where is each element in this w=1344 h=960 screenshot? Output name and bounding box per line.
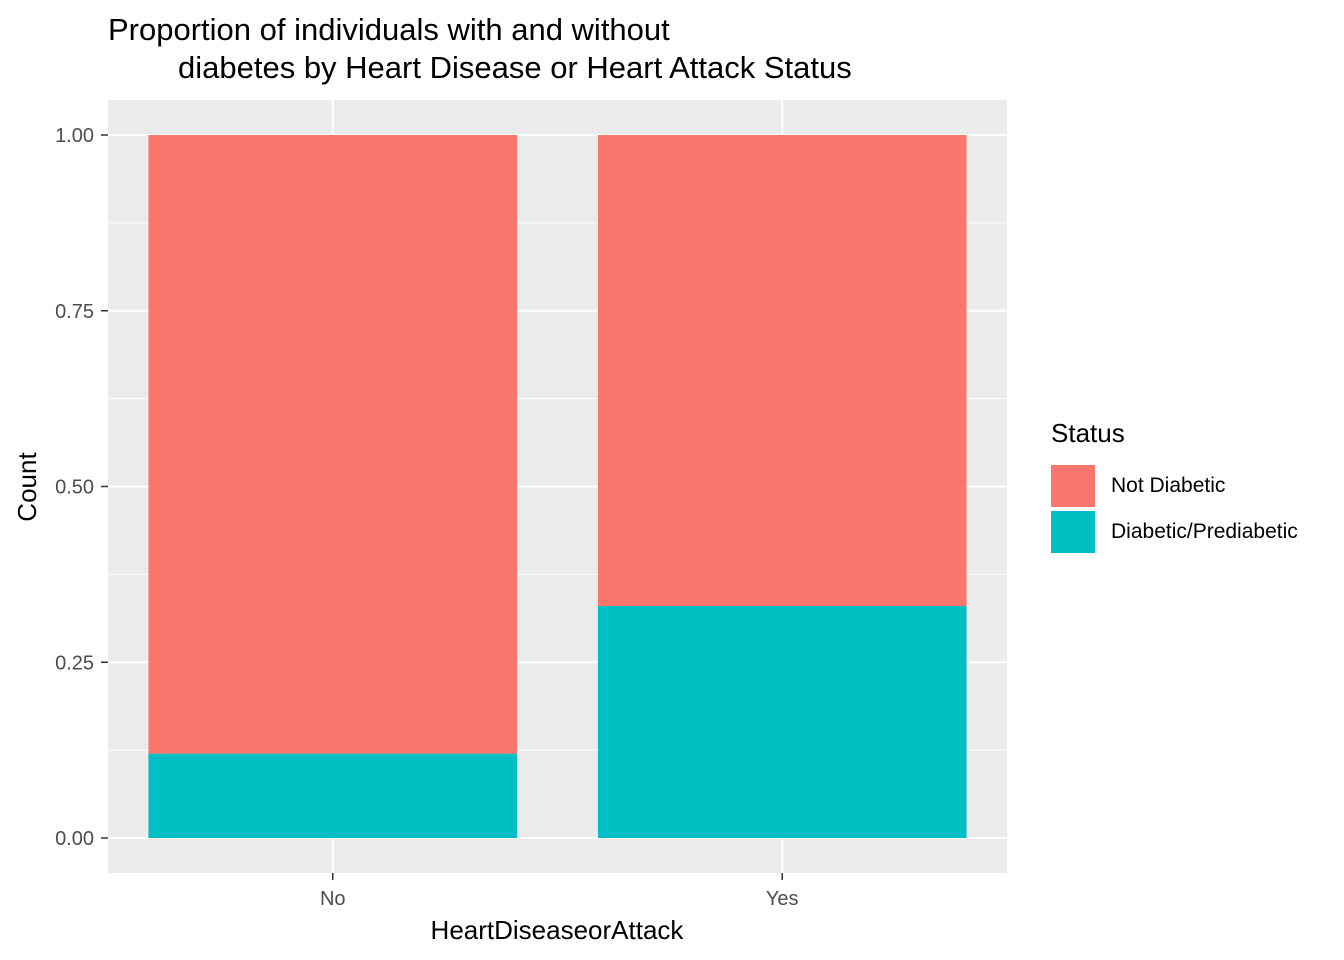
y-tick-label: 1.00	[55, 125, 94, 147]
legend-key-diabetic-prediabetic	[1051, 511, 1095, 553]
legend-label-diabetic-prediabetic: Diabetic/Prediabetic	[1111, 520, 1298, 543]
bar-no-not-diabetic	[148, 135, 518, 754]
y-tick-label: 0.50	[55, 477, 94, 499]
x-tick-label: Yes	[766, 888, 799, 910]
legend-label-not-diabetic: Not Diabetic	[1111, 474, 1226, 497]
x-tick-label: No	[320, 888, 346, 910]
legend-item-not-diabetic: Not Diabetic	[1051, 463, 1298, 509]
y-tick-label: 0.75	[55, 301, 94, 323]
y-tick-label: 0.25	[55, 652, 94, 674]
bar-no-diabetic-prediabetic	[148, 753, 518, 838]
legend-key-not-diabetic	[1051, 465, 1095, 507]
legend: Status Not Diabetic Diabetic/Prediabetic	[1051, 418, 1298, 555]
chart-title-line-1: Proportion of individuals with and witho…	[108, 12, 670, 47]
x-axis: No Yes	[320, 873, 799, 910]
bar-yes-diabetic-prediabetic	[597, 606, 967, 838]
bar-yes-not-diabetic	[597, 135, 967, 607]
legend-title: Status	[1051, 418, 1125, 448]
y-tick-label: 0.00	[55, 828, 94, 850]
y-axis: 0.00 0.25 0.50 0.75 1.00	[55, 125, 108, 850]
y-axis-title: Count	[12, 452, 42, 522]
chart-title-line-2: diabetes by Heart Disease or Heart Attac…	[178, 50, 852, 85]
legend-item-diabetic-prediabetic: Diabetic/Prediabetic	[1051, 509, 1298, 555]
bars	[148, 135, 967, 838]
x-axis-title: HeartDiseaseorAttack	[431, 915, 685, 945]
